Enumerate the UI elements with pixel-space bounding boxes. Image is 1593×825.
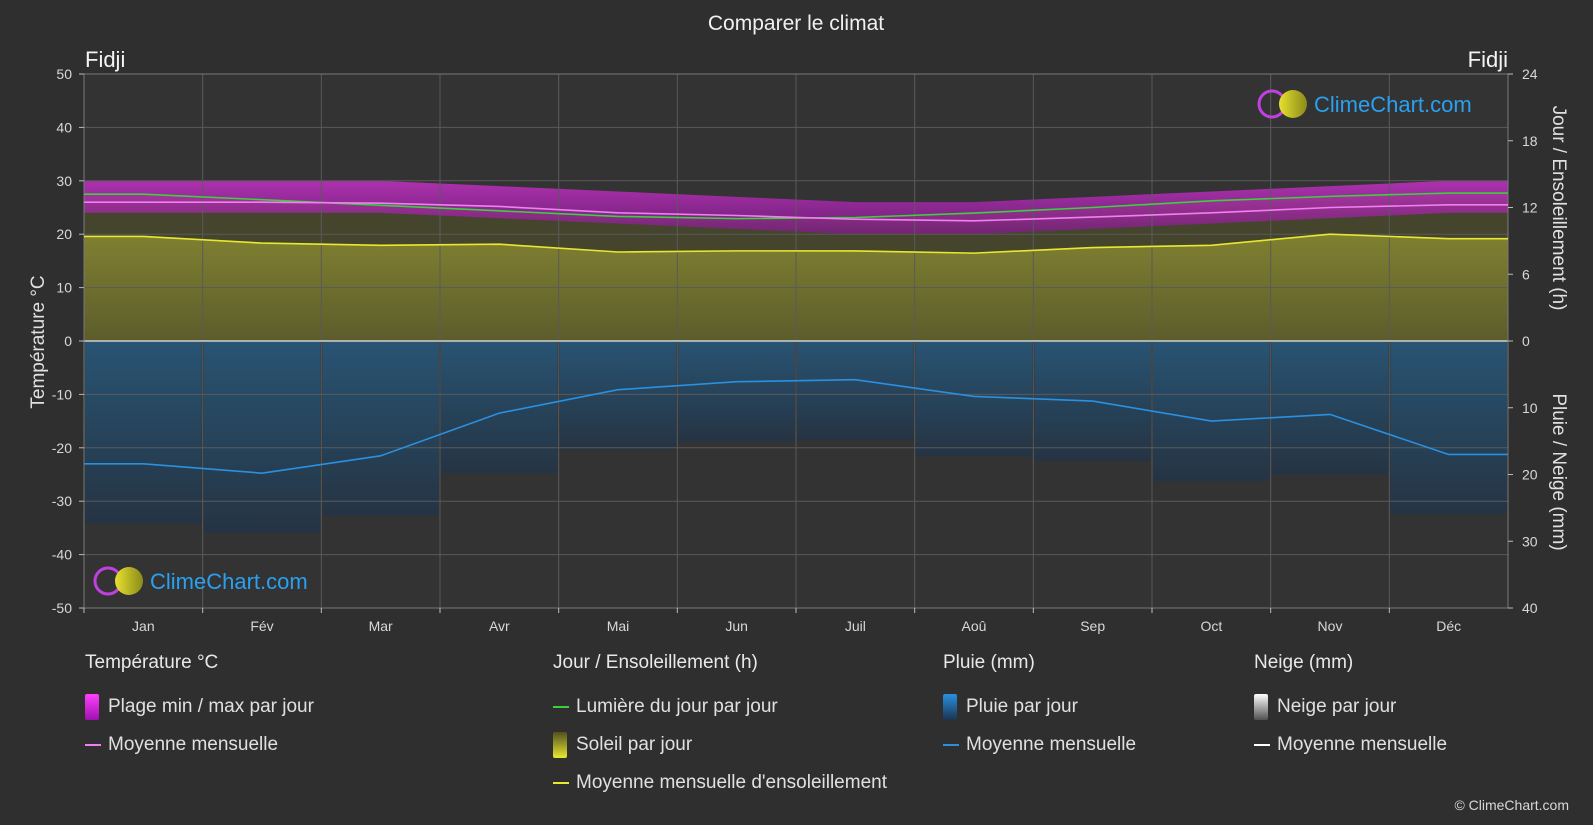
right-tick-label: 6 <box>1522 266 1530 282</box>
copyright: © ClimeChart.com <box>1454 797 1569 813</box>
legend-snow: Neige (mm) Neige par jour Moyenne mensue… <box>1254 652 1447 764</box>
legend-item-sunshine-mean: Moyenne mensuelle d'ensoleillement <box>553 764 887 802</box>
rain-swatch-icon <box>943 694 957 720</box>
legend-temperature: Température °C Plage min / max par jour … <box>85 652 314 764</box>
snow-swatch-icon <box>1254 694 1268 720</box>
right-axis-label-top: Jour / Ensoleillement (h) <box>1548 106 1569 311</box>
temp-mean-swatch-icon <box>85 744 101 746</box>
legend-label: Moyenne mensuelle d'ensoleillement <box>576 772 887 793</box>
location-left: Fidji <box>85 47 125 72</box>
legend-item-snow: Neige par jour <box>1254 688 1447 726</box>
x-tick-label: Nov <box>1318 618 1343 634</box>
legend-heading-rain: Pluie (mm) <box>943 652 1035 673</box>
legend-item-temp-mean: Moyenne mensuelle <box>85 726 314 764</box>
x-tick-label: Mai <box>607 618 630 634</box>
legend-heading-snow: Neige (mm) <box>1254 652 1354 673</box>
legend-label: Lumière du jour par jour <box>576 696 778 717</box>
x-tick-label: Avr <box>489 618 510 634</box>
legend-heading-sun: Jour / Ensoleillement (h) <box>553 652 758 673</box>
sunshine-mean-swatch-icon <box>553 782 569 784</box>
right-tick-label: 18 <box>1522 133 1538 149</box>
left-tick-label: -50 <box>52 600 72 616</box>
left-tick-label: -40 <box>52 547 72 563</box>
x-tick-label: Jan <box>132 618 155 634</box>
x-tick-label: Oct <box>1200 618 1222 634</box>
legend-label: Moyenne mensuelle <box>108 734 279 755</box>
left-tick-label: 10 <box>56 280 72 296</box>
climate-chart: Comparer le climat Fidji Fidji 50 40 30 20 1… <box>28 12 1569 634</box>
right-tick-label: 12 <box>1522 200 1538 216</box>
rain-bar <box>1153 341 1270 482</box>
legend-rain: Pluie (mm) Pluie par jour Moyenne mensue… <box>943 652 1136 764</box>
x-tick-label: Fév <box>250 618 273 634</box>
x-tick-label: Jun <box>725 618 748 634</box>
right-tick-label: 40 <box>1522 600 1538 616</box>
x-tick-label: Aoû <box>962 618 987 634</box>
right-tick-label: 10 <box>1522 400 1538 416</box>
rain-bar <box>1271 341 1389 475</box>
x-tick-label: Mar <box>369 618 393 634</box>
daylight-swatch-icon <box>553 706 569 708</box>
rain-bar <box>678 341 795 442</box>
temp-range-swatch-icon <box>85 694 99 720</box>
left-tick-label: 20 <box>56 226 72 242</box>
rain-mean-line <box>84 378 1508 474</box>
left-tick-label: -20 <box>52 440 72 456</box>
plot-area: 50 40 30 20 10 0 -10 -20 -30 -40 -50 24 18 12 6 0 10 20 30… <box>52 66 1538 634</box>
rain-bar <box>441 341 558 474</box>
logo-text: ClimeChart.com <box>150 569 308 594</box>
legend-item-temp-range: Plage min / max par jour <box>85 688 314 726</box>
legend-label: Moyenne mensuelle <box>1277 734 1448 755</box>
chart-title: Comparer le climat <box>708 12 884 35</box>
logo-text: ClimeChart.com <box>1314 92 1472 117</box>
left-tick-label: 0 <box>64 333 72 349</box>
sunshine-mean-line <box>84 233 1508 254</box>
sunshine-swatch-icon <box>553 732 567 758</box>
legend-item-rain: Pluie par jour <box>943 688 1136 726</box>
legend-item-rain-mean: Moyenne mensuelle <box>943 726 1136 764</box>
right-axis-label-bottom: Pluie / Neige (mm) <box>1548 393 1569 550</box>
left-axis-label: Température °C <box>28 275 49 408</box>
legend-label: Neige par jour <box>1277 696 1397 717</box>
legend-item-sunshine: Soleil par jour <box>553 726 887 764</box>
rain-mean-swatch-icon <box>943 744 959 746</box>
legend-label: Plage min / max par jour <box>108 696 314 717</box>
left-tick-label: 50 <box>56 66 72 82</box>
logo-ball-icon <box>1279 90 1307 118</box>
right-tick-label: 30 <box>1522 533 1538 549</box>
rain-bar <box>203 341 321 534</box>
snow-mean-swatch-icon <box>1254 744 1270 746</box>
rain-bar <box>559 341 677 450</box>
left-tick-label: 40 <box>56 119 72 135</box>
legend-item-snow-mean: Moyenne mensuelle <box>1254 726 1447 764</box>
legend-sun: Jour / Ensoleillement (h) Lumière du jou… <box>553 652 887 802</box>
left-tick-label: -10 <box>52 386 72 402</box>
x-tick-label: Juil <box>845 618 866 634</box>
legend-label: Moyenne mensuelle <box>966 734 1137 755</box>
logo-ball-icon <box>115 567 143 595</box>
x-tick-label: Déc <box>1436 618 1461 634</box>
x-tick-label: Sep <box>1080 618 1105 634</box>
logo-bottom: ClimeChart.com <box>93 566 308 596</box>
legend-heading-temperature: Température °C <box>85 652 219 673</box>
rain-bar <box>1390 341 1507 515</box>
location-right: Fidji <box>1468 47 1508 72</box>
temperature-mean-line <box>84 201 1508 222</box>
legend-label: Soleil par jour <box>576 734 693 755</box>
right-tick-label: 20 <box>1522 467 1538 483</box>
rain-bar <box>322 341 439 516</box>
logo-top: ClimeChart.com <box>1257 89 1472 119</box>
rain-bar <box>797 341 914 440</box>
right-tick-label: 24 <box>1522 66 1538 82</box>
right-tick-label: 0 <box>1522 333 1530 349</box>
legend-label: Pluie par jour <box>966 696 1078 717</box>
rain-bar <box>85 341 202 524</box>
legend-item-daylight: Lumière du jour par jour <box>553 688 887 726</box>
left-tick-label: 30 <box>56 173 72 189</box>
left-tick-label: -30 <box>52 493 72 509</box>
